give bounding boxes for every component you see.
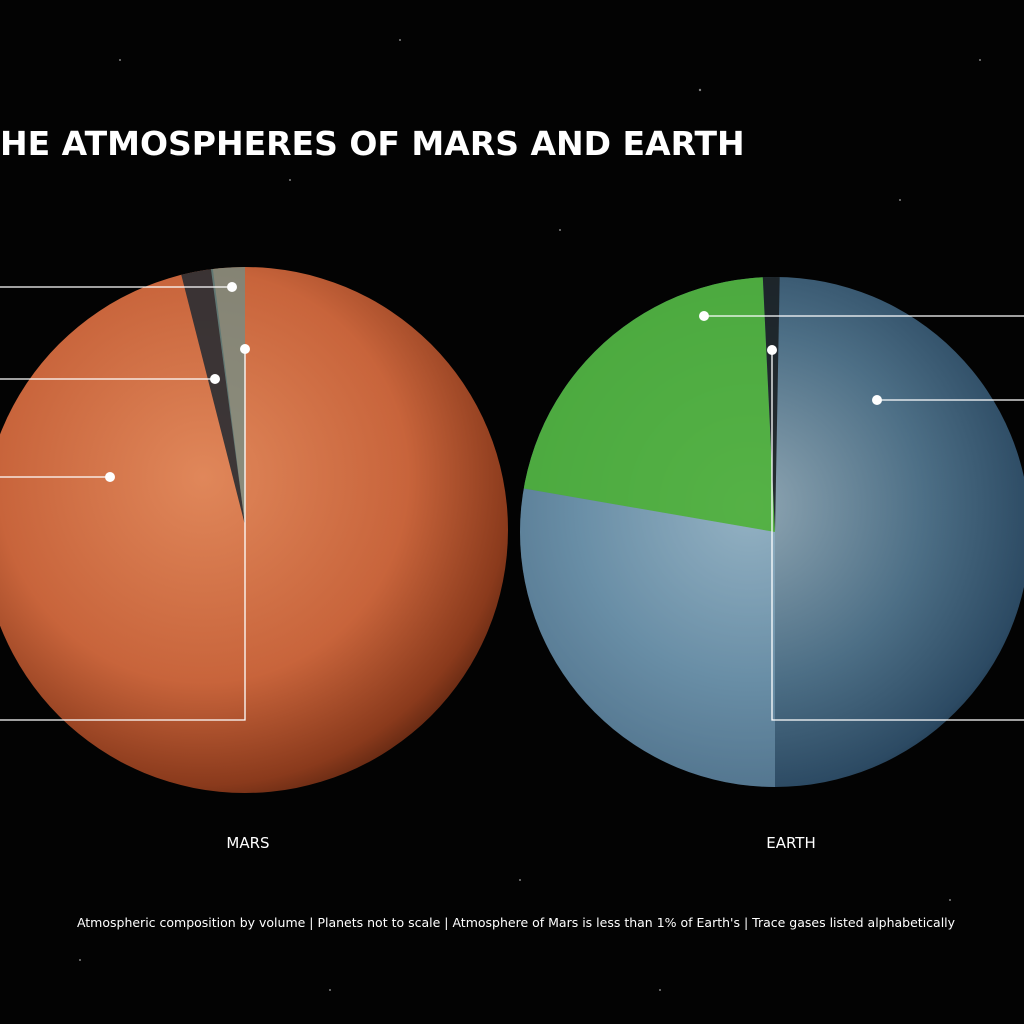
mars-planet (0, 267, 508, 793)
earth-leaders (699, 311, 1024, 721)
title: HE ATMOSPHERES OF MARS AND EARTH (0, 124, 745, 163)
planet-label: MARS (226, 834, 269, 852)
planet-label: EARTH (766, 834, 816, 852)
stars (79, 39, 981, 991)
mars-leaders (0, 282, 250, 721)
footnote: Atmospheric composition by volume | Plan… (77, 915, 956, 930)
mars-wedges (178, 267, 245, 525)
